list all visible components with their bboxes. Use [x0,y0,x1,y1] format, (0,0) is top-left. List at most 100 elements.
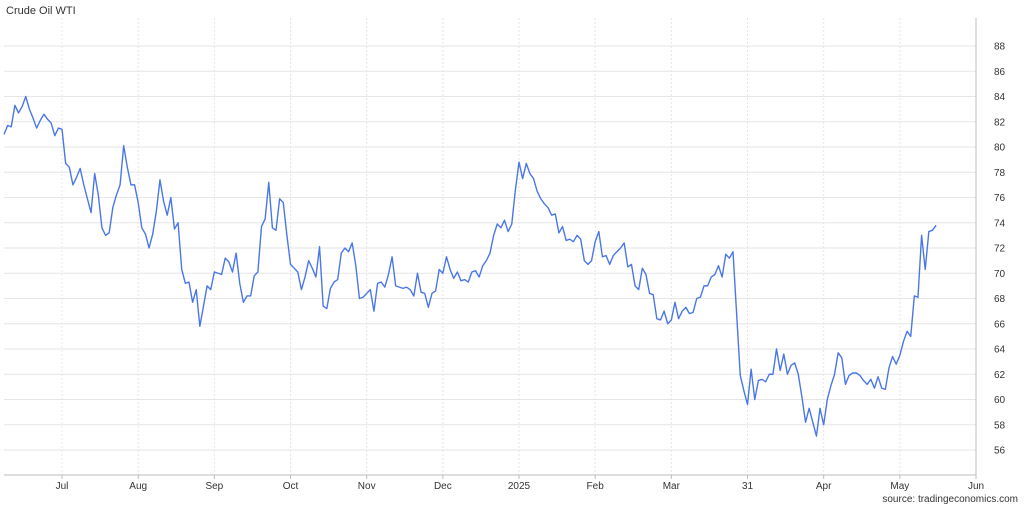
data-point [826,398,828,400]
data-point [6,124,8,126]
data-point [249,295,251,297]
data-point [627,266,629,268]
y-tick-label: 84 [994,92,1006,103]
data-point [579,238,581,240]
data-point [786,373,788,375]
data-point [884,388,886,390]
data-point [453,277,455,279]
data-point [297,271,299,273]
data-point [572,240,574,242]
data-point [895,363,897,365]
data-point [347,251,349,253]
data-point [326,307,328,309]
data-point [362,296,364,298]
data-point [739,374,741,376]
data-point [619,247,621,249]
data-point [674,301,676,303]
data-point [133,184,135,186]
data-point [3,133,5,135]
data-point [587,263,589,265]
data-point [928,230,930,232]
data-point [645,273,647,275]
data-point [910,335,912,337]
x-tick-label: Mar [663,481,681,492]
data-point [39,119,41,121]
data-point [710,276,712,278]
data-point [746,403,748,405]
data-point [427,306,429,308]
data-point [119,184,121,186]
data-point [246,295,248,297]
data-point [699,296,701,298]
data-point [14,104,16,106]
data-point [32,117,34,119]
y-tick-label: 72 [994,244,1006,255]
data-point [391,256,393,258]
data-point [696,297,698,299]
data-point [50,122,52,124]
data-point [913,295,915,297]
y-tick-label: 62 [994,370,1006,381]
data-point [735,312,737,314]
data-point [721,276,723,278]
x-tick-label: Aug [129,481,147,492]
data-point [380,281,382,283]
data-point [750,368,752,370]
data-point [228,261,230,263]
data-point [688,312,690,314]
data-point [333,281,335,283]
data-point [322,305,324,307]
data-point [772,373,774,375]
data-point [75,176,77,178]
y-tick-label: 78 [994,168,1006,179]
data-point [463,278,465,280]
x-tick-label: Dec [434,481,452,492]
data-point [86,198,88,200]
data-point [54,134,56,136]
data-point [851,372,853,374]
data-point [634,285,636,287]
data-point [409,288,411,290]
data-point [93,172,95,174]
data-point [224,257,226,259]
data-point [659,319,661,321]
data-point [616,251,618,253]
data-point [90,211,92,213]
data-point [162,200,164,202]
data-point [445,256,447,258]
data-point [612,254,614,256]
data-point [768,373,770,375]
data-point [61,128,63,130]
data-point [424,292,426,294]
data-point [862,379,864,381]
data-point [855,372,857,374]
data-point [141,227,143,229]
data-point [485,259,487,261]
data-point [155,210,157,212]
data-point [561,225,563,227]
data-point [474,270,476,272]
data-point [199,325,201,327]
data-point [822,424,824,426]
data-point [543,203,545,205]
y-axis-ticks: 56 58 60 62 64 66 68 70 72 74 76 78 80 82 84 86 88 [994,42,1006,457]
data-point [220,273,222,275]
data-point [775,348,777,350]
data-point [398,286,400,288]
data-point [235,252,237,254]
data-point [540,198,542,200]
data-point [812,421,814,423]
data-point [253,275,255,277]
data-point [833,373,835,375]
data-point [532,177,534,179]
data-point [815,435,817,437]
data-point [112,206,114,208]
y-tick-label: 80 [994,143,1006,154]
data-point [384,286,386,288]
data-point [467,281,469,283]
data-point [685,306,687,308]
data-point [503,219,505,221]
data-point [881,387,883,389]
data-point [275,229,277,231]
y-tick-label: 56 [994,446,1006,457]
